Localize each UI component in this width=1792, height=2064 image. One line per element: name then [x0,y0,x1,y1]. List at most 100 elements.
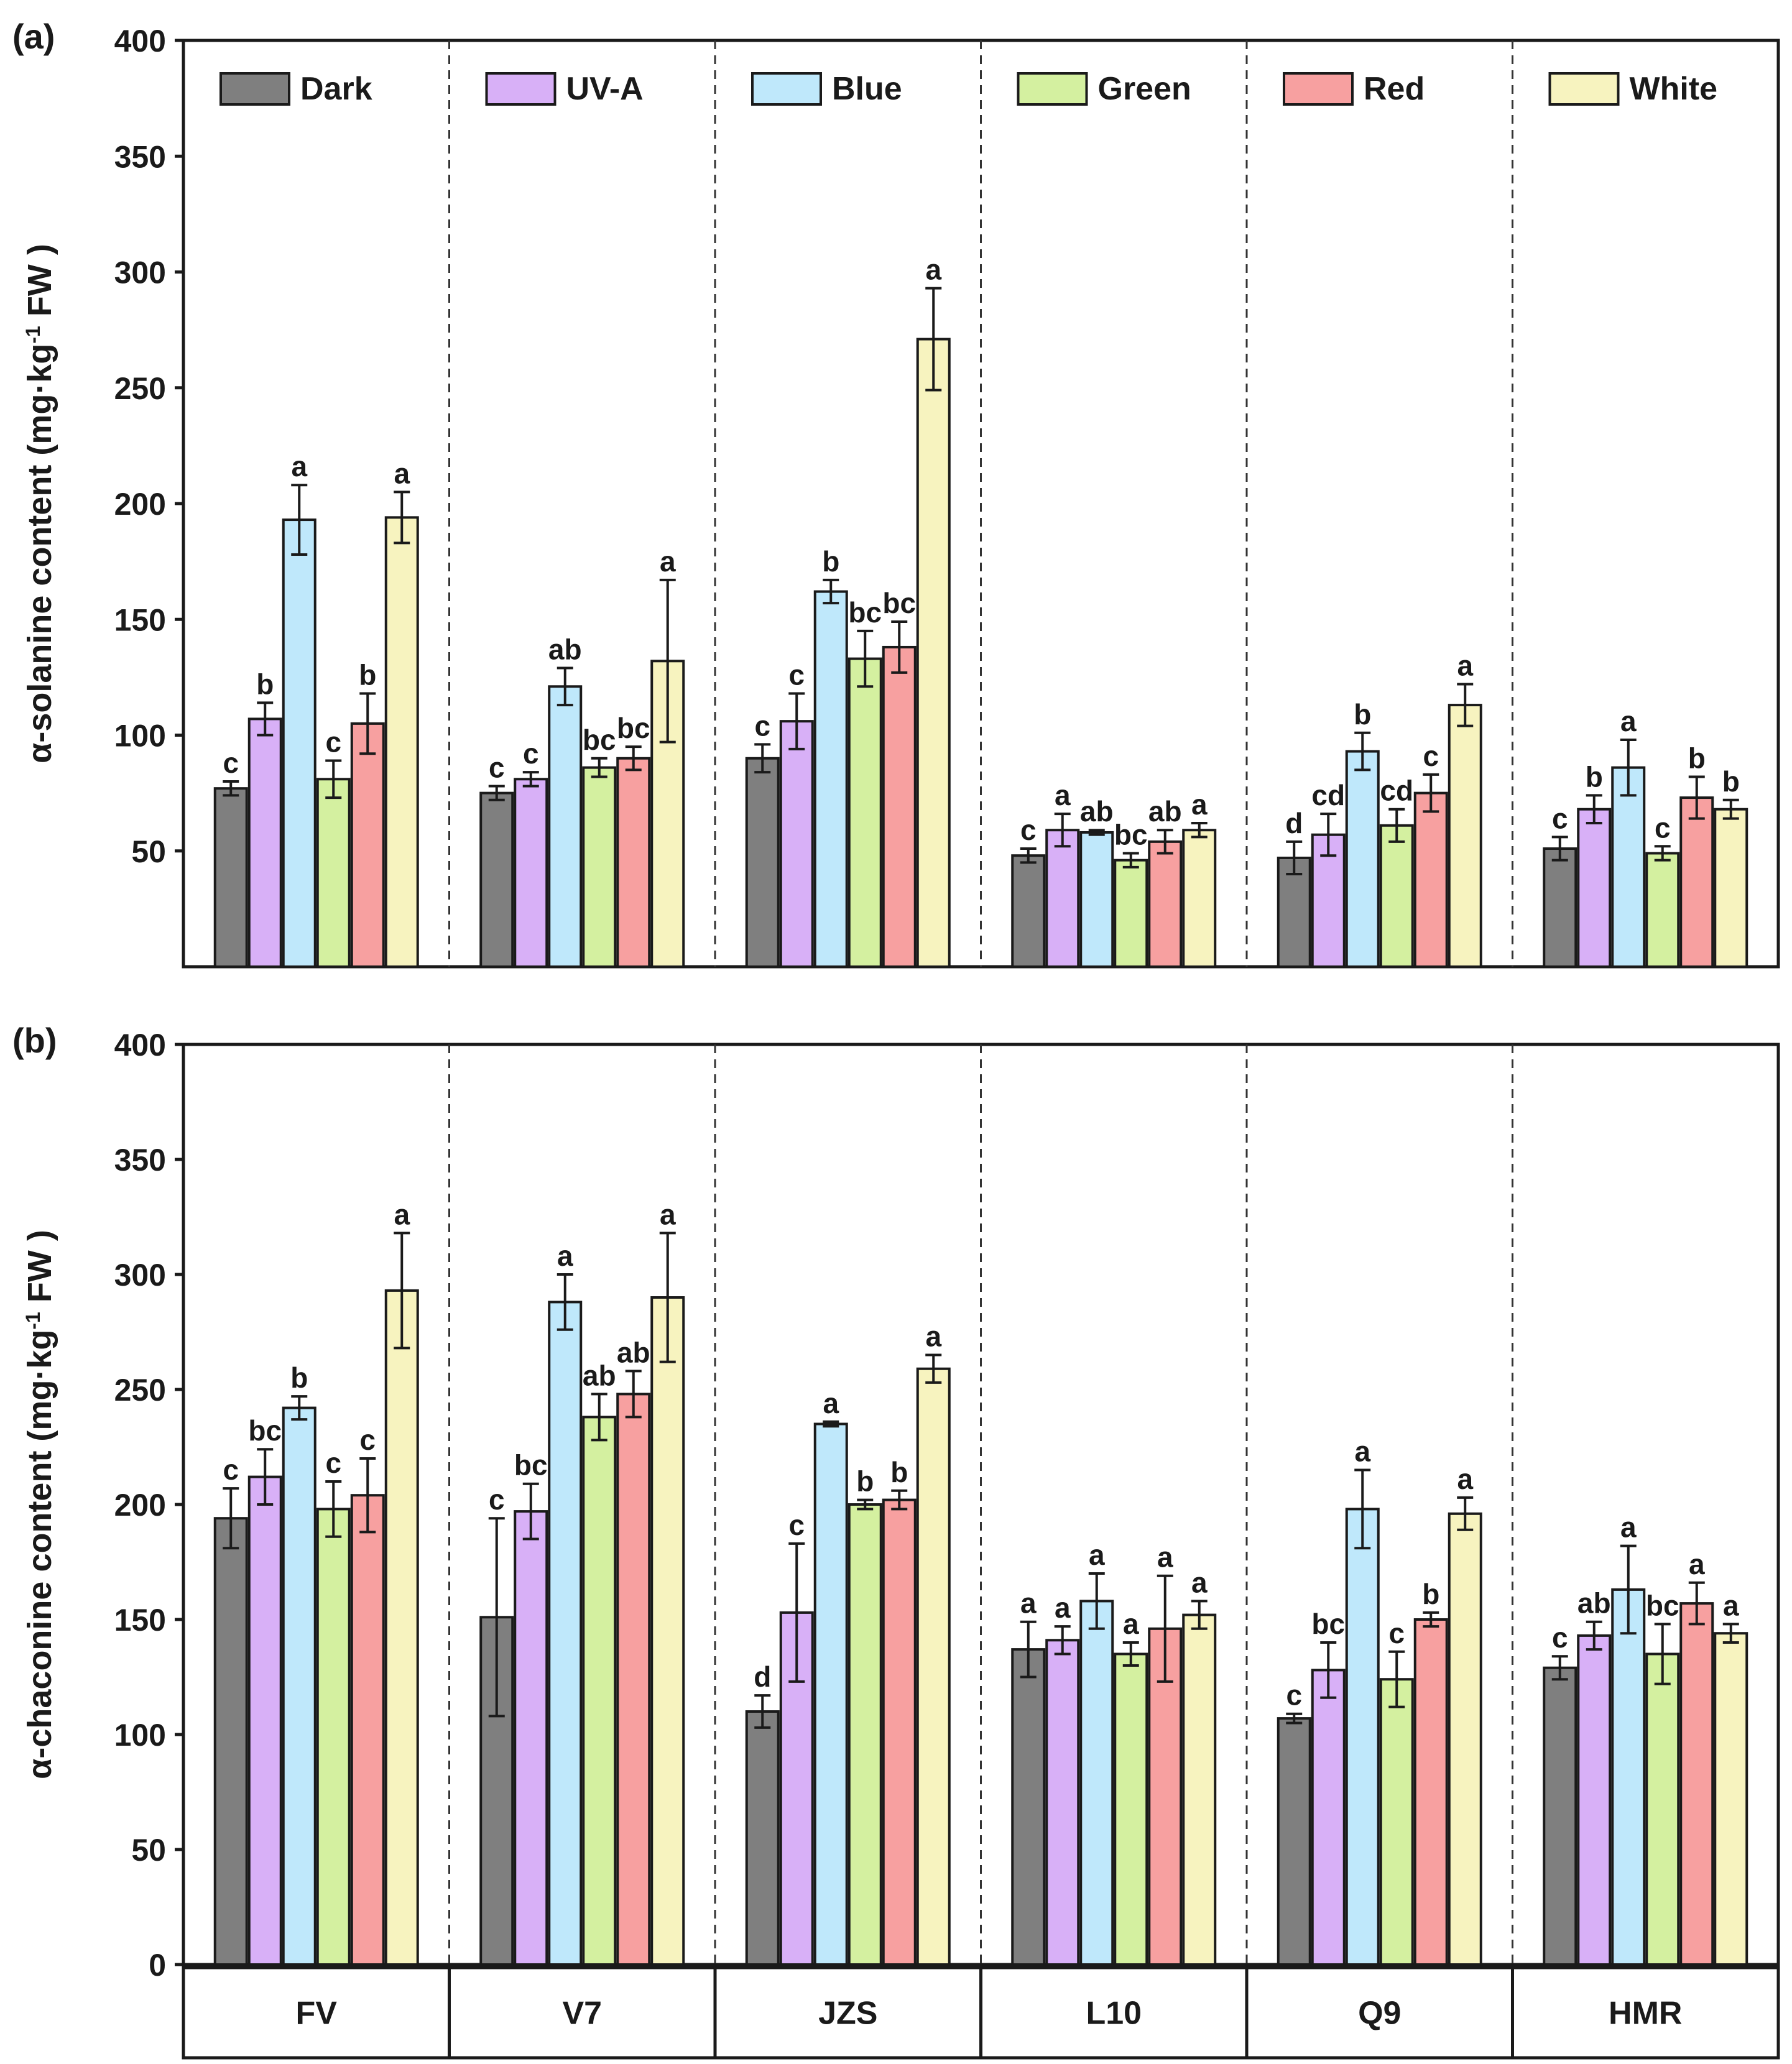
significance-letter: c [788,658,805,691]
category-axis: FV V7 JZS L10 Q9 HMR [182,1966,1780,2060]
bar-green-l10 [1114,859,1148,969]
significance-letter: b [1354,698,1371,730]
legend-swatch-green [1017,72,1088,106]
significance-letter: a [291,450,307,482]
significance-letter: c [1388,1617,1405,1649]
y-tick-label: 0 [149,1948,166,1983]
significance-letter: b [359,658,376,691]
significance-letter: ab [1080,795,1114,827]
bar-uv-a-l10 [1045,829,1080,968]
significance-letter: c [1286,1679,1302,1712]
legend-label: Blue [832,71,902,107]
bar-red-jzs [882,1498,917,1966]
significance-letter: bc [1646,1589,1679,1621]
significance-letter: ab [1577,1587,1611,1619]
significance-letter: c [1552,1621,1568,1654]
significance-letter: b [822,545,839,578]
bar-white-jzs [916,338,951,968]
chart-panel-a: 50 100 150 200 250 300 350 400 (a) α-solanine con… [12,17,1780,969]
significance-letter: a [1191,788,1208,821]
panel-label: (a) [12,17,55,56]
bar-red-v7 [616,757,651,968]
significance-letter: a [1089,1539,1105,1571]
bar-uv-a-q9 [1311,1669,1346,1966]
chart-panel-b: 0 50 100 150 200 250 300 350 400 (b) α-chaconine c… [12,1021,1780,1983]
significance-letter: bc [514,1449,548,1481]
significance-letter: c [489,1483,505,1516]
significance-letter: bc [583,724,616,756]
legend-label: Dark [300,71,372,107]
significance-letter: ab [1148,795,1182,827]
bar-white-hmr [1714,1632,1748,1966]
legend-swatch-red [1283,72,1354,106]
significance-letter: a [660,545,676,578]
significance-letter: bc [617,712,650,744]
significance-letter: a [1354,1435,1370,1468]
y-tick-label: 200 [114,1488,166,1523]
significance-letter: a [1620,705,1637,737]
bar-blue-v7 [548,1301,583,1966]
bar-green-l10 [1114,1652,1148,1966]
significance-letter: a [1055,779,1071,811]
significance-letter: cd [1311,779,1345,811]
bar-blue-l10 [1079,831,1114,968]
significance-letter: c [1020,814,1037,846]
significance-letter: bc [848,596,882,629]
bar-red-hmr [1679,796,1714,968]
bar-uv-a-hmr [1577,808,1612,968]
y-tick-label: 300 [114,256,166,290]
significance-letter: c [489,751,505,783]
bar-blue-jzs [813,1422,848,1966]
significance-letter: a [1689,1548,1705,1580]
significance-letter: c [1423,740,1439,772]
legend-label: Green [1098,71,1191,107]
y-tick-label: 350 [114,139,166,174]
bar-white-jzs [916,1367,951,1966]
significance-letter: a [1020,1587,1037,1619]
legend-swatch-dark [219,72,290,106]
bar-white-l10 [1182,1613,1217,1966]
y-tick-label: 50 [131,1833,166,1868]
significance-letter: b [290,1361,308,1394]
bar-blue-fv [282,518,316,968]
bar-dark-fv [213,1517,248,1966]
bar-dark-jzs [745,757,780,968]
category-label-hmr: HMR [1609,1996,1682,2032]
bar-red-fv [350,722,385,968]
legend-label: Red [1364,71,1425,107]
significance-letter: a [1457,1463,1473,1495]
y-tick-label: 400 [114,1028,166,1062]
panel-label: (b) [12,1021,57,1060]
significance-letter: b [890,1456,908,1488]
bar-blue-fv [282,1406,316,1966]
significance-letter: a [394,457,410,489]
bar-red-q9 [1413,791,1448,968]
legend-label: White [1630,71,1718,107]
significance-letter: b [856,1465,874,1498]
bar-white-fv [384,1289,419,1966]
bar-red-hmr [1679,1602,1714,1966]
bar-white-v7 [650,1296,685,1966]
significance-letter: a [1157,1541,1173,1573]
legend: Dark UV-A Blue Green Red White [219,71,1718,107]
bar-green-fv [316,1508,351,1966]
bar-blue-hmr [1611,1588,1646,1966]
category-label-v7: V7 [562,1996,602,2032]
bar-blue-v7 [548,685,583,969]
significance-letter: c [754,709,770,742]
bar-white-q9 [1448,1512,1482,1966]
significance-letter: ab [583,1359,616,1391]
bar-white-l10 [1182,829,1217,968]
bar-green-hmr [1645,1652,1680,1966]
bar-uv-a-fv [247,1475,282,1966]
significance-letter: c [223,1454,239,1486]
bar-red-v7 [616,1393,651,1966]
bar-green-jzs [848,657,882,968]
significance-letter: a [1191,1566,1208,1598]
bar-dark-hmr [1543,847,1577,969]
category-label-fv: FV [296,1996,338,2032]
bar-uv-a-v7 [514,778,548,969]
significance-letter: a [823,1387,839,1419]
y-axis-label: α-chaconine content (mg·kg-1 FW ) [21,1230,58,1779]
